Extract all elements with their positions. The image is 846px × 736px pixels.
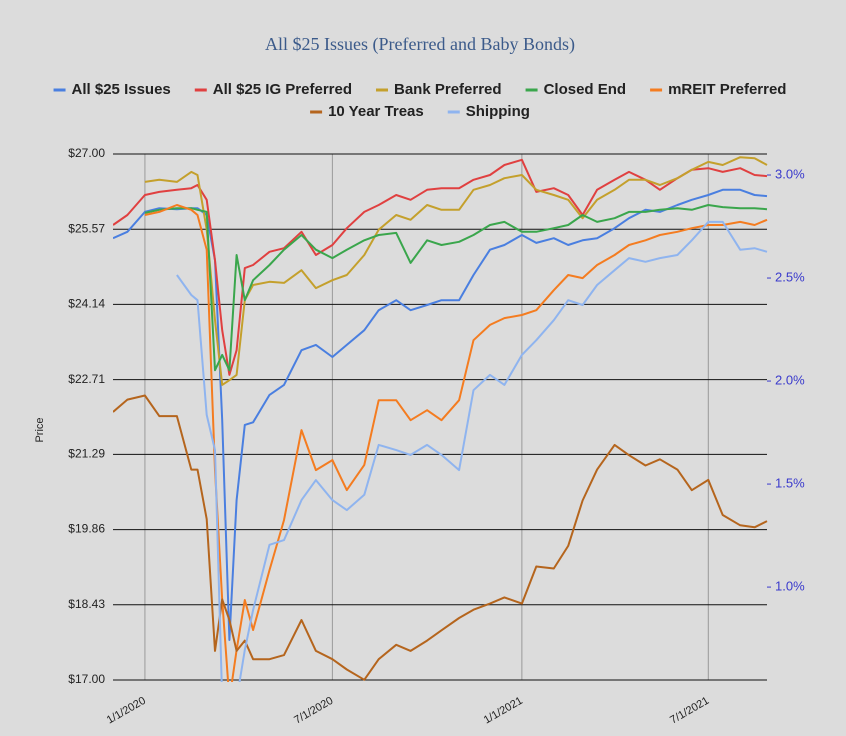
y2-tick-label: 2.5% xyxy=(775,269,805,284)
y-tick-label: $22.71 xyxy=(68,372,105,386)
x-tick-label: 7/1/2021 xyxy=(668,695,711,727)
legend: All $25 Issues All $25 IG Preferred Bank P… xyxy=(53,81,786,120)
legend-label: 10 Year Treas xyxy=(328,103,424,120)
x-tick-label: 7/1/2020 xyxy=(292,695,335,727)
y-tick-label: $24.14 xyxy=(68,297,105,311)
y2-tick-label: 1.5% xyxy=(775,476,805,491)
y2-tick-label: 3.0% xyxy=(775,166,805,181)
legend-item: Closed End xyxy=(525,81,627,98)
y2-tick-label: 2.0% xyxy=(775,372,805,387)
y-tick-label: $27.00 xyxy=(68,146,105,160)
legend-item: All $25 IG Preferred xyxy=(194,81,352,98)
legend-label: All $25 IG Preferred xyxy=(213,81,352,98)
series-line xyxy=(144,156,768,386)
legend-label: mREIT Preferred xyxy=(668,81,786,98)
series-line xyxy=(144,204,768,372)
y-axis-label: Price xyxy=(34,417,46,442)
legend-label: Bank Preferred xyxy=(394,81,502,98)
y2-tick-label: 1.0% xyxy=(775,579,805,594)
plot xyxy=(113,156,768,682)
legend-label: All $25 Issues xyxy=(72,81,171,98)
legend-label: Closed End xyxy=(544,81,627,98)
legend-item: All $25 Issues xyxy=(53,81,171,98)
legend-item: mREIT Preferred xyxy=(650,81,786,98)
y-tick-label: $19.86 xyxy=(68,522,105,536)
series-line xyxy=(176,220,768,682)
x-tick-label: 1/1/2021 xyxy=(482,695,525,727)
series-line xyxy=(144,204,768,682)
y-tick-label: $25.57 xyxy=(68,221,105,235)
chart-title: All $25 Issues (Preferred and Baby Bonds… xyxy=(265,34,575,55)
legend-label: Shipping xyxy=(466,103,530,120)
y-tick-label: $17.00 xyxy=(68,672,105,686)
series-line xyxy=(113,158,768,376)
series-line xyxy=(113,394,768,681)
x-tick-label: 1/1/2020 xyxy=(105,695,148,727)
y-tick-label: $21.29 xyxy=(68,447,105,461)
legend-item: 10 Year Treas xyxy=(310,103,424,120)
legend-item: Shipping xyxy=(447,103,530,120)
y-tick-label: $18.43 xyxy=(68,597,105,611)
legend-item: Bank Preferred xyxy=(376,81,502,98)
